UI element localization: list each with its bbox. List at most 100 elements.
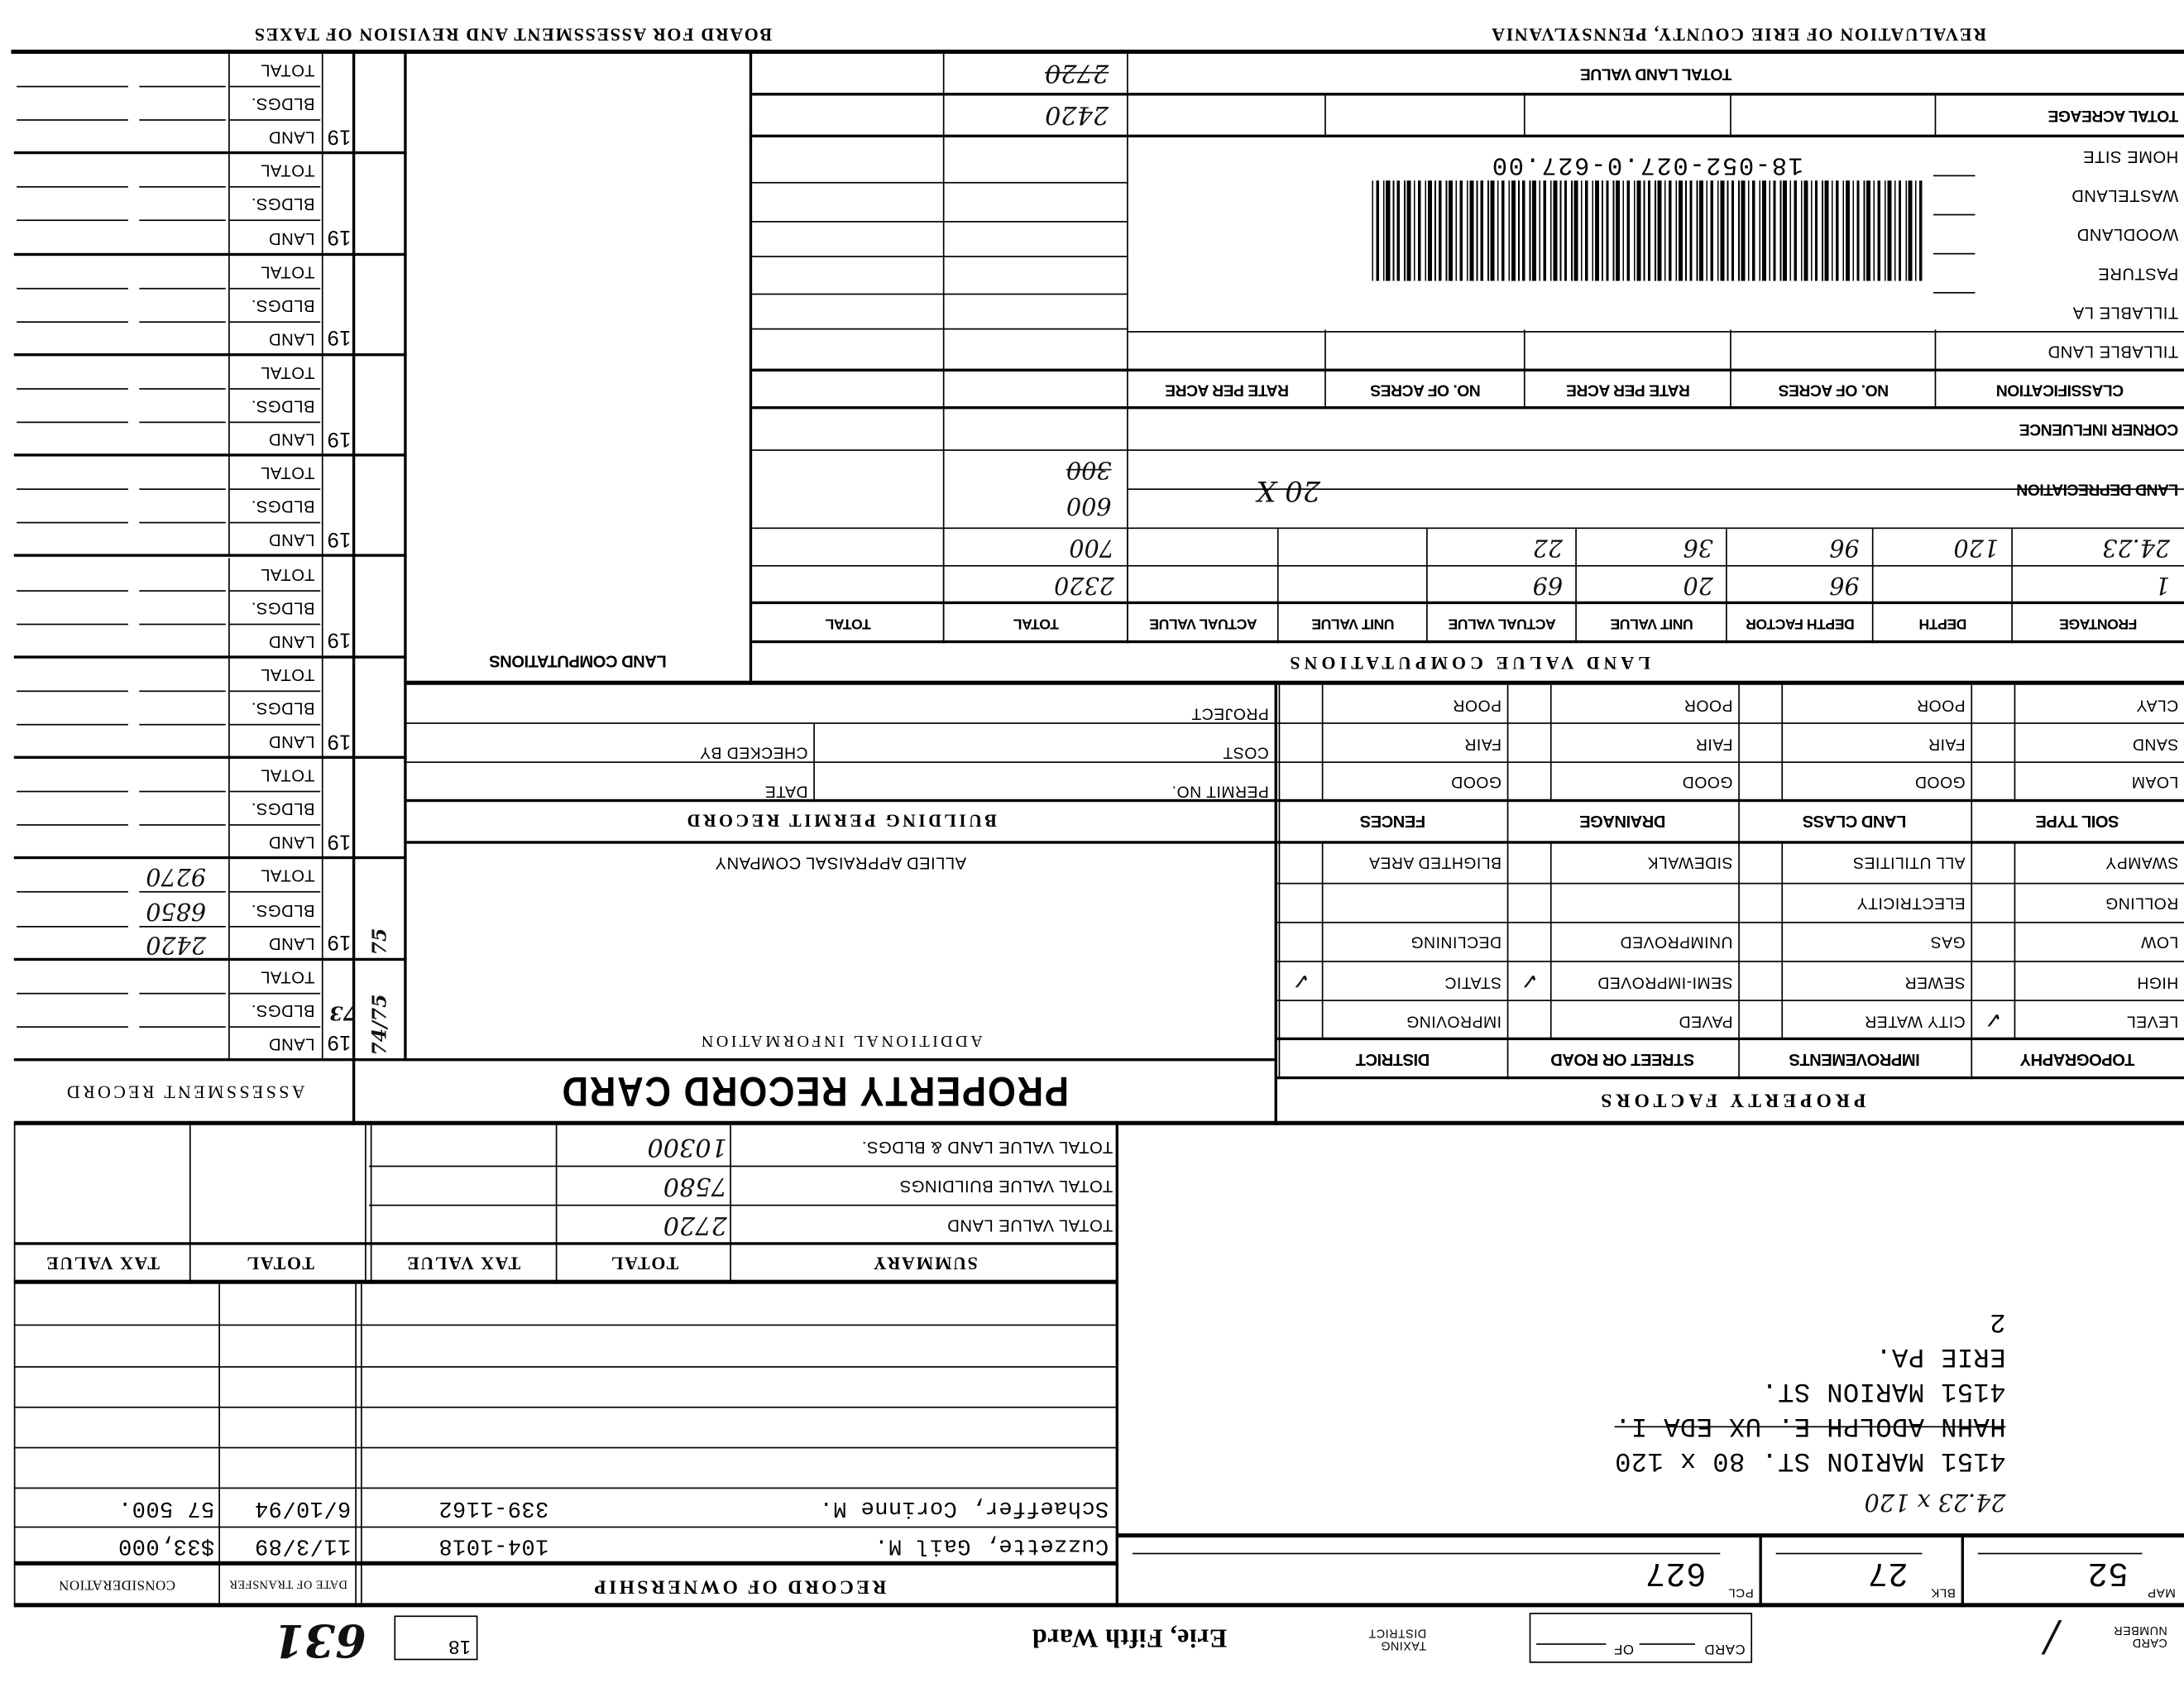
soil-checkbox[interactable]: [1972, 686, 2014, 723]
factor-option[interactable]: SIDEWALK: [1647, 854, 1733, 871]
soil-option[interactable]: FAIR: [1463, 735, 1502, 752]
total-land-value-amount: 2420: [1045, 100, 1109, 130]
card-number-value: /: [2044, 1613, 2059, 1662]
soil-option[interactable]: CLAY: [2136, 696, 2179, 713]
rule-line: [139, 791, 226, 793]
factor-option[interactable]: [1552, 883, 1739, 922]
summary-row-total: 10300: [647, 1133, 727, 1163]
factor-option[interactable]: ROLLING: [2105, 893, 2179, 911]
soil-option[interactable]: SAND: [2132, 735, 2179, 752]
land-value-cell: [1876, 567, 2010, 604]
assessment-label: LAND: [268, 329, 315, 349]
classification-row-label: WASTELAND: [2071, 185, 2179, 206]
factor-checkbox[interactable]: [1280, 883, 1322, 922]
soil-option[interactable]: POOR: [1684, 696, 1733, 713]
assessment-label: LAND: [268, 530, 315, 551]
factor-option[interactable]: ALL UTILITIES: [1852, 854, 1966, 871]
factor-checkbox[interactable]: [1972, 843, 2014, 882]
land-value-cell: 20: [1683, 571, 1713, 600]
factor-option[interactable]: PAVED: [1679, 1012, 1733, 1029]
soil-option[interactable]: GOOD: [1682, 773, 1733, 790]
factor-checkbox[interactable]: [1972, 961, 2014, 1000]
rule-line: [752, 293, 1128, 295]
factor-checkbox[interactable]: [1508, 1001, 1550, 1040]
factor-checkbox[interactable]: [1280, 922, 1322, 961]
factor-checkbox[interactable]: ✓: [1520, 967, 1539, 995]
soil-checkbox[interactable]: [1508, 686, 1550, 723]
soil-checkbox[interactable]: [1280, 724, 1322, 761]
rule-line: [228, 859, 230, 961]
soil-option[interactable]: LOAM: [2131, 773, 2179, 790]
soil-checkbox[interactable]: [1972, 724, 2014, 761]
factor-checkbox[interactable]: [1740, 883, 1782, 922]
rule-line: [229, 220, 321, 222]
assessment-value: [24, 423, 226, 457]
rule-line: [17, 925, 128, 928]
factor-checkbox[interactable]: [1508, 843, 1550, 882]
factor-option[interactable]: DECLINING: [1410, 933, 1502, 950]
factor-checkbox[interactable]: [1508, 883, 1550, 922]
soil-option[interactable]: GOOD: [1914, 773, 1966, 790]
rule-line: [139, 522, 226, 525]
factor-checkbox[interactable]: [1508, 922, 1550, 961]
assessment-label: TOTAL: [260, 362, 315, 383]
year-value: [320, 393, 357, 424]
factor-checkbox[interactable]: [1740, 843, 1782, 882]
soil-checkbox[interactable]: [1740, 763, 1782, 800]
soil-option[interactable]: FAIR: [1928, 735, 1966, 752]
rule-line: [139, 992, 226, 995]
factor-option[interactable]: STATIC: [1444, 972, 1502, 990]
soil-checkbox[interactable]: [1740, 724, 1782, 761]
factor-option[interactable]: IMPROVING: [1406, 1012, 1502, 1029]
factor-option[interactable]: BLIGHTED AREA: [1368, 854, 1502, 871]
factor-checkbox[interactable]: [1972, 922, 2014, 961]
soil-option[interactable]: POOR: [1452, 696, 1502, 713]
soil-checkbox[interactable]: [1280, 763, 1322, 800]
factor-option[interactable]: CITY WATER: [1864, 1012, 1966, 1029]
land-value-header: ACTUAL VALUE: [1448, 615, 1556, 632]
factor-checkbox[interactable]: ✓: [1984, 1007, 2003, 1034]
soil-checkbox[interactable]: [1972, 763, 2014, 800]
summary-header: SUMMARY: [872, 1253, 978, 1274]
soil-checkbox[interactable]: [1280, 686, 1322, 723]
factor-option[interactable]: [1323, 883, 1506, 922]
rule-line: [1127, 54, 1128, 644]
factor-option[interactable]: UNIMPROVED: [1620, 933, 1733, 950]
of-label: OF: [1613, 1641, 1634, 1657]
factor-checkbox[interactable]: [1740, 1001, 1782, 1040]
rule-line: [406, 1057, 1275, 1062]
factor-option[interactable]: LOW: [2140, 933, 2179, 950]
assessment-label: BLDGS.: [251, 94, 315, 114]
factor-checkbox[interactable]: [1972, 883, 2014, 922]
land-value-cell: 700: [1069, 534, 1114, 562]
factor-checkbox[interactable]: [1280, 1001, 1322, 1040]
factor-option[interactable]: SEMI-IMPROVED: [1597, 972, 1733, 990]
factor-checkbox[interactable]: ✓: [1291, 967, 1310, 995]
land-value-cell: [1131, 567, 1276, 604]
classification-header: CLASSIFICATION: [1996, 381, 2124, 399]
factor-option[interactable]: HIGH: [2136, 972, 2179, 990]
soil-checkbox[interactable]: [1740, 686, 1782, 723]
rule-line: [139, 186, 226, 189]
factor-checkbox[interactable]: [1740, 961, 1782, 1000]
factor-option[interactable]: ELECTRICITY: [1856, 893, 1966, 911]
soil-option[interactable]: GOOD: [1450, 773, 1502, 790]
factor-option[interactable]: SWAMPY: [2105, 854, 2179, 871]
soil-option[interactable]: POOR: [1916, 696, 1966, 713]
soil-option[interactable]: FAIR: [1695, 735, 1733, 752]
soil-checkbox[interactable]: [1508, 763, 1550, 800]
land-value-cell: [1131, 529, 1276, 566]
factor-option[interactable]: LEVEL: [2126, 1012, 2179, 1029]
factor-option[interactable]: SEWER: [1904, 972, 1966, 990]
rule-line: [139, 589, 226, 592]
year-value: [320, 695, 357, 726]
year-prefix: 19: [327, 1031, 352, 1055]
rule-line: [17, 723, 128, 726]
factor-checkbox[interactable]: [1740, 922, 1782, 961]
soil-checkbox[interactable]: [1508, 724, 1550, 761]
soil-header: SOIL TYPE: [2035, 811, 2119, 832]
factor-option[interactable]: GAS: [1930, 933, 1966, 950]
year-value: [320, 90, 357, 121]
factor-checkbox[interactable]: [1280, 843, 1322, 882]
